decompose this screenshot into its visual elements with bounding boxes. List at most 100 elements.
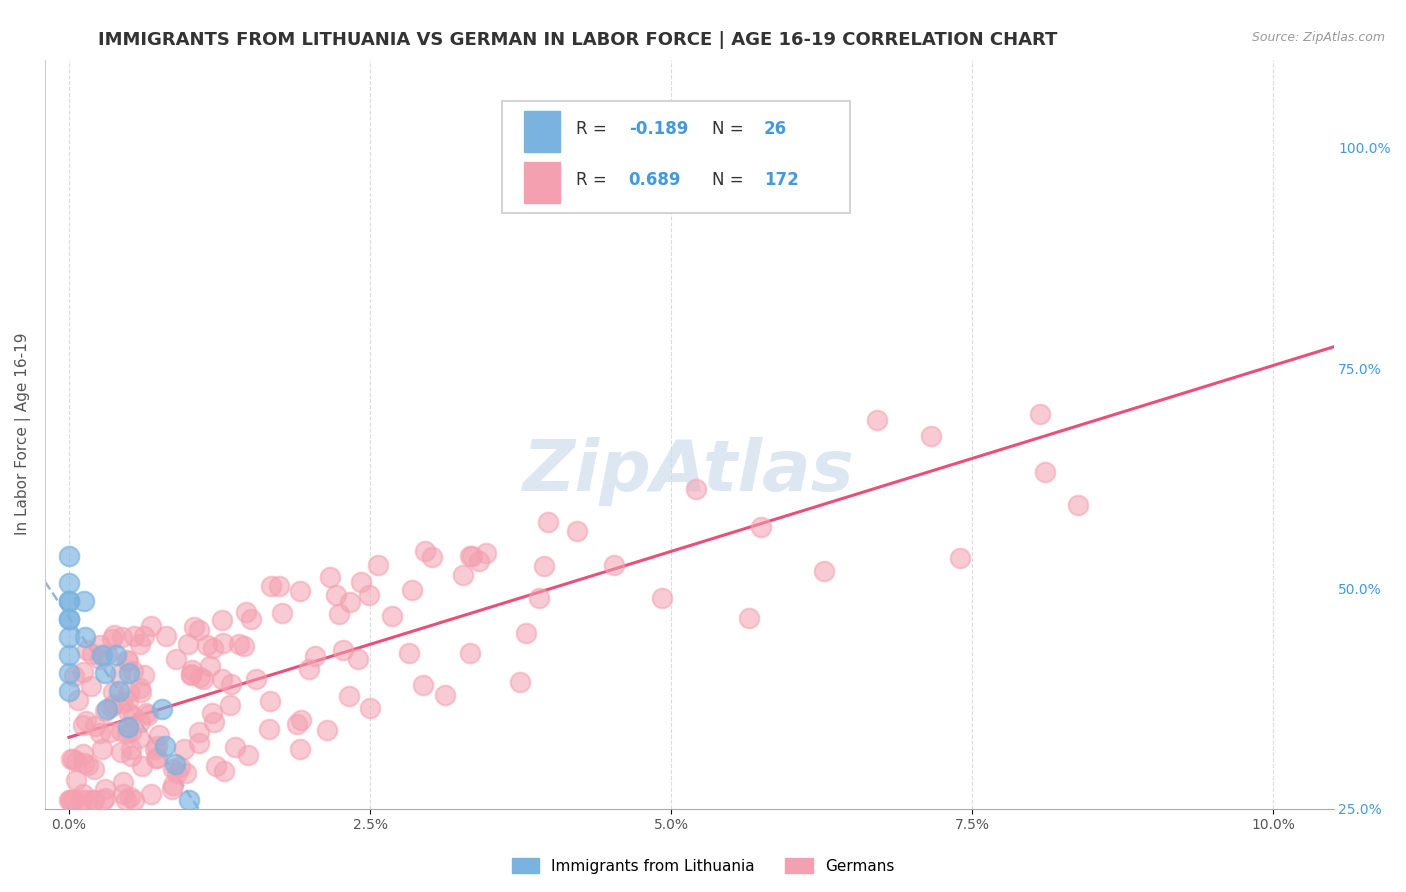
Point bbox=[100, 632, 122, 647]
Text: 26: 26 bbox=[763, 120, 787, 138]
Text: Source: ZipAtlas.com: Source: ZipAtlas.com bbox=[1251, 31, 1385, 45]
Point bbox=[290, 713, 312, 727]
Point bbox=[128, 731, 150, 746]
Point bbox=[177, 637, 200, 651]
Point bbox=[188, 670, 211, 684]
Point bbox=[259, 694, 281, 708]
Point bbox=[509, 675, 531, 690]
Point bbox=[111, 774, 134, 789]
Point bbox=[60, 752, 83, 766]
Point bbox=[205, 759, 228, 773]
Point bbox=[257, 722, 280, 736]
Point bbox=[136, 708, 159, 723]
Point bbox=[72, 787, 94, 801]
Point bbox=[422, 549, 444, 564]
Point bbox=[65, 754, 87, 768]
Point bbox=[146, 739, 169, 754]
Point bbox=[120, 725, 142, 739]
Point bbox=[139, 619, 162, 633]
Text: -0.189: -0.189 bbox=[628, 120, 688, 138]
Point bbox=[235, 606, 257, 620]
Point bbox=[749, 520, 772, 534]
Point bbox=[150, 702, 173, 716]
Point bbox=[58, 594, 80, 608]
Point bbox=[474, 546, 496, 560]
Point bbox=[468, 553, 491, 567]
Point bbox=[347, 651, 370, 665]
Text: 172: 172 bbox=[763, 170, 799, 188]
Point bbox=[245, 672, 267, 686]
Point bbox=[515, 625, 537, 640]
Point bbox=[685, 483, 707, 497]
Point bbox=[58, 684, 80, 698]
Point bbox=[187, 624, 209, 638]
Point bbox=[201, 640, 224, 655]
Point bbox=[219, 698, 242, 713]
Point bbox=[117, 654, 139, 668]
Point bbox=[93, 704, 115, 718]
Point bbox=[58, 612, 80, 626]
Point bbox=[90, 741, 112, 756]
Point bbox=[83, 792, 105, 806]
Point bbox=[94, 782, 117, 797]
Point bbox=[118, 706, 141, 720]
Point bbox=[82, 647, 104, 661]
Text: 0.689: 0.689 bbox=[628, 170, 681, 188]
Point bbox=[458, 549, 481, 563]
Point bbox=[111, 696, 134, 710]
Bar bbox=[524, 112, 561, 153]
Point bbox=[367, 558, 389, 573]
Point bbox=[201, 706, 224, 721]
Point bbox=[129, 714, 152, 729]
Point bbox=[527, 591, 550, 606]
Point bbox=[180, 668, 202, 682]
Point bbox=[155, 629, 177, 643]
Point bbox=[228, 637, 250, 651]
Point bbox=[103, 698, 125, 712]
Point bbox=[188, 736, 211, 750]
Point bbox=[73, 594, 96, 608]
Point bbox=[738, 611, 761, 625]
Point bbox=[536, 515, 558, 529]
Point bbox=[129, 684, 152, 698]
Point bbox=[433, 688, 456, 702]
Point bbox=[288, 741, 311, 756]
Point bbox=[89, 638, 111, 652]
Point bbox=[63, 792, 86, 806]
Point bbox=[866, 412, 889, 426]
Point bbox=[104, 648, 127, 663]
Point bbox=[58, 549, 80, 563]
Point bbox=[319, 569, 342, 583]
Point bbox=[155, 739, 177, 753]
Point bbox=[165, 652, 187, 666]
Point bbox=[122, 792, 145, 806]
Point bbox=[62, 751, 84, 765]
Point bbox=[89, 725, 111, 739]
Bar bbox=[524, 161, 561, 202]
Point bbox=[269, 579, 291, 593]
Point bbox=[1029, 407, 1052, 421]
Point bbox=[198, 659, 221, 673]
Point bbox=[58, 612, 80, 626]
Point bbox=[134, 667, 156, 681]
Point bbox=[288, 583, 311, 598]
Point bbox=[107, 684, 129, 698]
Point bbox=[72, 665, 94, 679]
Point bbox=[214, 764, 236, 778]
Point bbox=[96, 647, 118, 661]
Point bbox=[91, 648, 114, 663]
Point bbox=[195, 638, 218, 652]
Point bbox=[451, 568, 474, 582]
Point bbox=[118, 685, 141, 699]
Text: R =: R = bbox=[576, 120, 612, 138]
Point bbox=[174, 766, 197, 780]
Point bbox=[603, 558, 626, 572]
Text: R =: R = bbox=[576, 170, 612, 188]
Point bbox=[63, 669, 86, 683]
Point bbox=[202, 715, 225, 730]
Point bbox=[259, 579, 281, 593]
Point bbox=[173, 741, 195, 756]
Point bbox=[83, 762, 105, 776]
Point bbox=[129, 637, 152, 651]
Point bbox=[117, 721, 139, 735]
